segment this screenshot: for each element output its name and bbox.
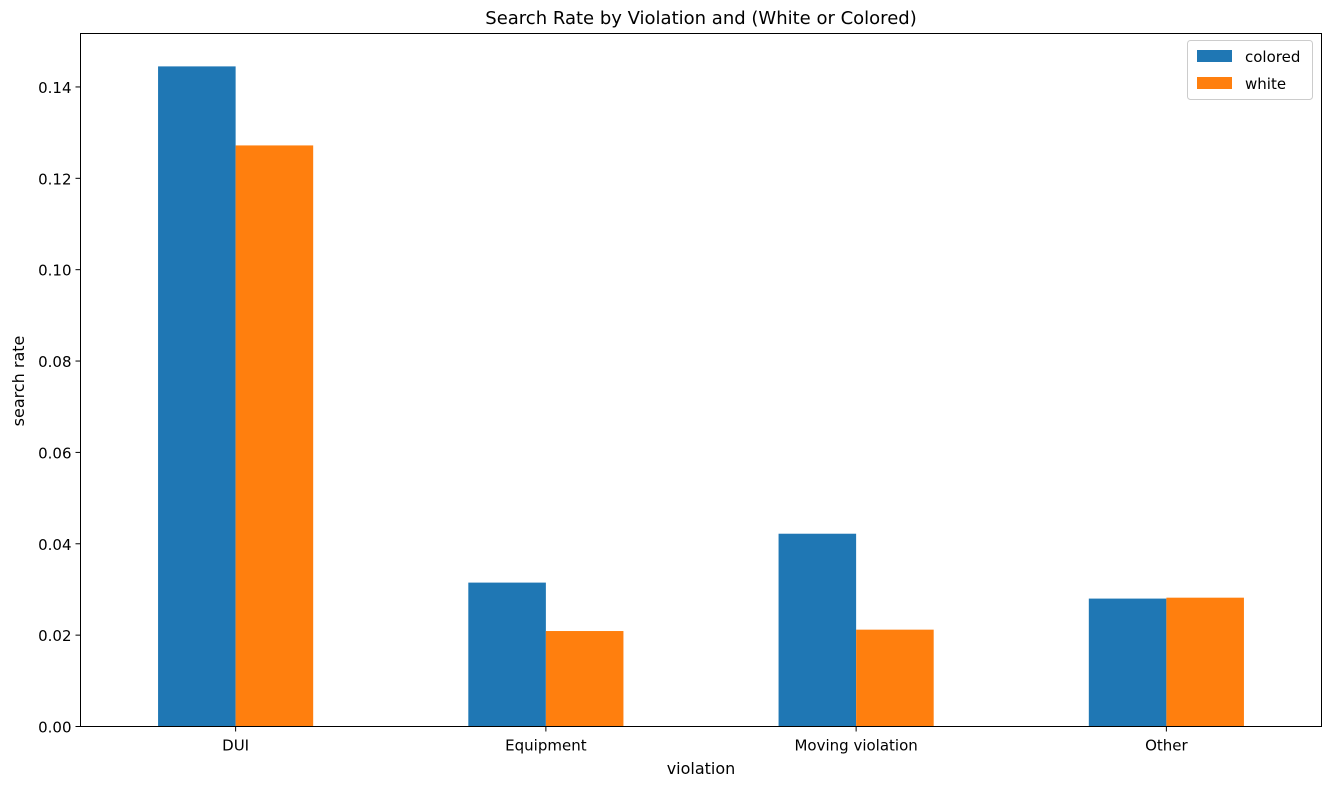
bar-white-equipment	[545, 631, 624, 727]
y-axis: 0.00 0.02 0.04 0.06 0.08 0.10 0.12 0.14	[38, 79, 81, 737]
bar-colored-moving-violation	[778, 533, 857, 727]
bars-layer	[158, 66, 1244, 727]
x-tick-label: Other	[1145, 737, 1188, 755]
y-tick-label: 0.08	[38, 353, 71, 371]
bar-colored-equipment	[468, 582, 546, 727]
bar-colored-dui	[158, 66, 236, 727]
legend-label-colored: colored	[1245, 48, 1300, 66]
y-tick-label: 0.04	[38, 536, 71, 554]
y-tick-label: 0.12	[38, 170, 71, 188]
legend-swatch-colored	[1197, 50, 1232, 62]
legend-swatch-white	[1197, 77, 1232, 89]
x-axis-label: violation	[667, 759, 736, 778]
y-tick-label: 0.00	[38, 719, 71, 737]
x-tick-label: DUI	[222, 737, 249, 755]
y-tick-label: 0.02	[38, 627, 71, 645]
y-tick-label: 0.14	[38, 79, 71, 97]
x-tick-label: Moving violation	[794, 737, 917, 755]
bar-white-moving-violation	[856, 629, 934, 727]
bar-white-other	[1166, 597, 1244, 727]
legend: colored white	[1187, 40, 1313, 100]
y-tick-label: 0.06	[38, 444, 71, 462]
bar-white-dui	[235, 145, 314, 727]
x-axis: DUI Equipment Moving violation Other	[222, 726, 1189, 755]
y-axis-label: search rate	[9, 336, 28, 427]
bar-colored-other	[1088, 598, 1167, 727]
chart-title: Search Rate by Violation and (White or C…	[485, 8, 916, 29]
plot-frame	[80, 33, 1322, 727]
legend-label-white: white	[1245, 75, 1286, 93]
y-tick-label: 0.10	[38, 262, 71, 280]
x-tick-label: Equipment	[505, 737, 587, 755]
